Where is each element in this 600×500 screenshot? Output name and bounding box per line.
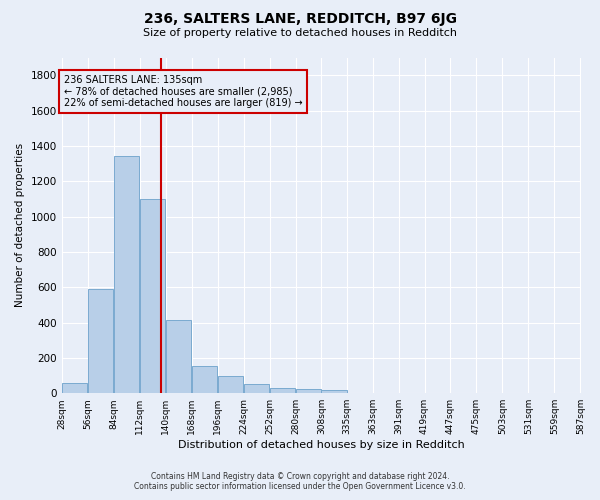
Bar	[166, 320, 191, 393]
Bar	[113, 156, 139, 393]
Bar	[88, 289, 113, 393]
Text: Size of property relative to detached houses in Redditch: Size of property relative to detached ho…	[143, 28, 457, 38]
X-axis label: Distribution of detached houses by size in Redditch: Distribution of detached houses by size …	[178, 440, 465, 450]
Bar	[244, 384, 269, 393]
Bar	[191, 366, 217, 393]
Text: 236, SALTERS LANE, REDDITCH, B97 6JG: 236, SALTERS LANE, REDDITCH, B97 6JG	[143, 12, 457, 26]
Bar	[269, 388, 295, 393]
Y-axis label: Number of detached properties: Number of detached properties	[15, 144, 25, 308]
Bar	[62, 384, 87, 393]
Bar	[322, 390, 347, 393]
Bar	[296, 389, 321, 393]
Text: Contains HM Land Registry data © Crown copyright and database right 2024.
Contai: Contains HM Land Registry data © Crown c…	[134, 472, 466, 491]
Bar	[218, 376, 243, 393]
Bar	[140, 199, 165, 393]
Text: 236 SALTERS LANE: 135sqm
← 78% of detached houses are smaller (2,985)
22% of sem: 236 SALTERS LANE: 135sqm ← 78% of detach…	[64, 75, 302, 108]
